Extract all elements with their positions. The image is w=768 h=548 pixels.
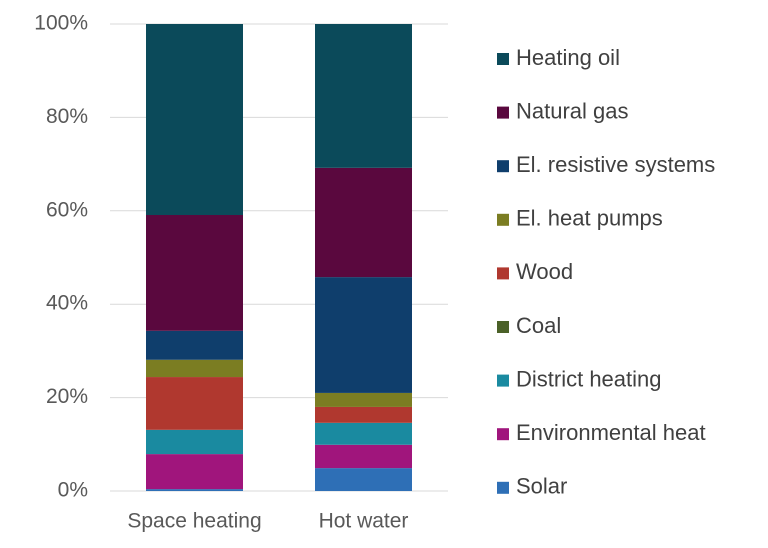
y-tick-label: 20% xyxy=(46,385,88,408)
legend-label: Solar xyxy=(516,474,567,499)
bar-segment xyxy=(315,277,412,393)
legend-swatch xyxy=(497,53,509,65)
bar-segment xyxy=(315,468,412,491)
x-tick-label: Space heating xyxy=(127,510,261,533)
legend-label: El. resistive systems xyxy=(516,152,715,177)
bar-segment xyxy=(146,429,243,455)
legend-swatch xyxy=(497,106,509,119)
legend-label: District heating xyxy=(516,366,662,391)
y-tick-label: 100% xyxy=(34,12,88,35)
legend-swatch xyxy=(497,160,509,173)
bar-segment xyxy=(315,167,412,278)
bar-segment xyxy=(146,24,243,216)
bar-segment xyxy=(315,392,412,407)
bar-segment xyxy=(146,330,243,360)
bar-segment xyxy=(315,24,412,168)
legend-swatch xyxy=(497,213,509,226)
legend-swatch xyxy=(497,374,509,387)
legend-label: El. heat pumps xyxy=(516,206,663,231)
bar-segment xyxy=(315,422,412,445)
legend-label: Environmental heat xyxy=(516,420,706,445)
bar-segment xyxy=(146,359,243,378)
y-tick-label: 40% xyxy=(46,292,88,315)
legend-swatch xyxy=(497,267,509,280)
x-tick-label: Hot water xyxy=(319,510,409,533)
legend-label: Coal xyxy=(516,313,561,338)
legend-swatch xyxy=(497,321,509,333)
y-tick-label: 80% xyxy=(46,105,88,128)
y-tick-label: 60% xyxy=(46,198,88,221)
legend-label: Heating oil xyxy=(516,45,620,70)
bar-segment xyxy=(146,215,243,331)
legend-label: Natural gas xyxy=(516,98,629,123)
legend-swatch xyxy=(497,428,509,441)
bar-segment xyxy=(315,444,412,469)
y-tick-label: 0% xyxy=(58,479,88,502)
bar-segment xyxy=(146,377,243,430)
legend-label: Wood xyxy=(516,259,573,284)
bar-segment xyxy=(146,454,243,490)
bar-segment xyxy=(146,489,243,491)
bar-segment xyxy=(315,406,412,423)
legend-swatch xyxy=(497,481,509,494)
